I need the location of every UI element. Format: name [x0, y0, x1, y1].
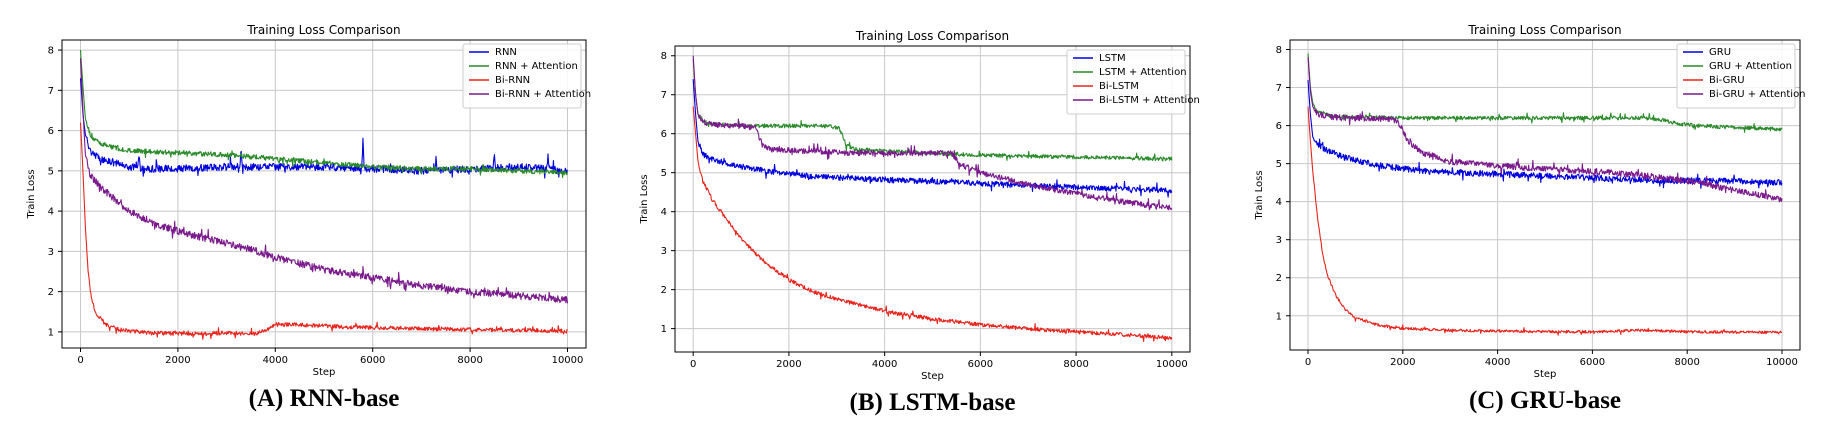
grid — [675, 46, 1190, 352]
x-tick-label: 8000 — [1063, 359, 1088, 370]
y-tick-label: 4 — [48, 207, 54, 218]
panel-title: Training Loss Comparison — [855, 29, 1009, 43]
panel-caption: (B) LSTM-base — [850, 389, 1016, 416]
y-tick-label: 2 — [661, 285, 667, 296]
panel-caption: (A) RNN-base — [249, 385, 400, 412]
legend-label: Bi-LSTM — [1099, 81, 1139, 92]
series-line-bi-rnn-attention — [79, 58, 569, 304]
y-tick-label: 3 — [1276, 235, 1282, 246]
y-tick-label: 3 — [661, 246, 667, 257]
y-tick-label: 6 — [661, 129, 667, 140]
series-group — [79, 50, 569, 340]
legend: GRU GRU + Attention Bi-GRU Bi-GRU + Attenti… — [1676, 43, 1806, 109]
legend-label: Bi-RNN — [495, 75, 530, 86]
y-tick-label: 3 — [48, 247, 54, 258]
panel-caption: (C) GRU-base — [1469, 387, 1621, 414]
y-tick-label: 7 — [661, 90, 667, 101]
x-tick-label: 10000 — [1156, 359, 1188, 370]
y-tick-label: 8 — [1276, 45, 1282, 56]
legend-box — [1066, 49, 1186, 115]
y-tick-label: 2 — [1276, 273, 1282, 284]
legend-label: LSTM — [1099, 53, 1126, 64]
series-group — [1307, 53, 1783, 336]
series-line-bi-gru — [1307, 106, 1783, 336]
y-axis-label: Train Loss — [26, 169, 37, 219]
y-tick-label: 5 — [48, 166, 54, 177]
x-tick-label: 6000 — [1580, 357, 1605, 368]
y-tick-label: 8 — [661, 51, 667, 62]
x-tick-label: 6000 — [968, 359, 993, 370]
y-axis-label: Train Loss — [639, 174, 650, 224]
y-tick-label: 5 — [661, 168, 667, 179]
x-tick-label: 8000 — [1674, 357, 1699, 368]
legend: LSTM LSTM + Attention Bi-LSTM Bi-LSTM + Att… — [1066, 49, 1200, 115]
series-line-bi-lstm — [692, 106, 1173, 343]
plot-frame — [61, 39, 587, 349]
x-tick-label: 0 — [690, 359, 696, 370]
plot-frame — [1289, 39, 1801, 351]
panel-title: Training Loss Comparison — [246, 23, 400, 37]
y-tick-label: 7 — [48, 86, 54, 97]
legend: RNN RNN + Attention Bi-RNN Bi-RNN + Attenti… — [462, 43, 591, 109]
x-axis-label: Step — [921, 371, 944, 382]
panel-lstm-base: Training Loss Comparison Step Train Loss… — [639, 29, 1200, 416]
series-line-rnn-attention — [79, 50, 569, 178]
series-group — [692, 55, 1173, 343]
x-axis-label: Step — [1534, 369, 1557, 380]
panel-title: Training Loss Comparison — [1467, 23, 1621, 37]
y-tick-label: 1 — [1276, 311, 1282, 322]
legend-label: LSTM + Attention — [1099, 67, 1187, 78]
x-tick-label: 2000 — [776, 359, 801, 370]
legend-label: Bi-GRU — [1709, 75, 1745, 86]
y-axis-label: Train Loss — [1254, 170, 1265, 220]
panel-rnn-base: Training Loss Comparison Step Train Loss… — [26, 23, 591, 412]
x-tick-label: 4000 — [263, 355, 288, 366]
x-tick-label: 0 — [1305, 357, 1311, 368]
legend-label: RNN — [495, 47, 517, 58]
y-tick-label: 5 — [1276, 159, 1282, 170]
series-line-lstm — [692, 79, 1173, 198]
x-tick-label: 2000 — [165, 355, 190, 366]
y-tick-label: 2 — [48, 287, 54, 298]
x-tick-label: 10000 — [552, 355, 584, 366]
y-tick-label: 4 — [661, 207, 667, 218]
y-tick-label: 6 — [1276, 121, 1282, 132]
y-tick-label: 7 — [1276, 83, 1282, 94]
x-tick-label: 2000 — [1390, 357, 1415, 368]
legend-label: RNN + Attention — [495, 61, 578, 72]
series-line-bi-rnn — [79, 122, 568, 340]
legend-box — [1676, 43, 1796, 109]
panel-gru-base: Training Loss Comparison Step Train Loss… — [1254, 23, 1806, 414]
y-tick-label: 4 — [1276, 197, 1282, 208]
legend-label: GRU + Attention — [1709, 61, 1792, 72]
legend-label: Bi-RNN + Attention — [495, 89, 591, 100]
x-tick-label: 8000 — [457, 355, 482, 366]
plot-frame — [674, 45, 1191, 353]
x-axis-label: Step — [313, 367, 336, 378]
x-tick-label: 0 — [77, 355, 83, 366]
legend-label: Bi-LSTM + Attention — [1099, 95, 1200, 106]
y-tick-label: 1 — [661, 324, 667, 335]
x-tick-label: 4000 — [872, 359, 897, 370]
y-tick-label: 8 — [48, 46, 54, 57]
x-tick-label: 6000 — [360, 355, 385, 366]
y-tick-label: 6 — [48, 126, 54, 137]
x-tick-label: 10000 — [1766, 357, 1798, 368]
legend-label: Bi-GRU + Attention — [1709, 89, 1806, 100]
x-tick-label: 4000 — [1485, 357, 1510, 368]
series-line-bi-gru-attention — [1307, 57, 1783, 203]
series-line-bi-lstm-attention — [692, 55, 1173, 211]
legend-label: GRU — [1709, 47, 1731, 58]
legend-box — [462, 43, 582, 109]
y-tick-label: 1 — [48, 327, 54, 338]
